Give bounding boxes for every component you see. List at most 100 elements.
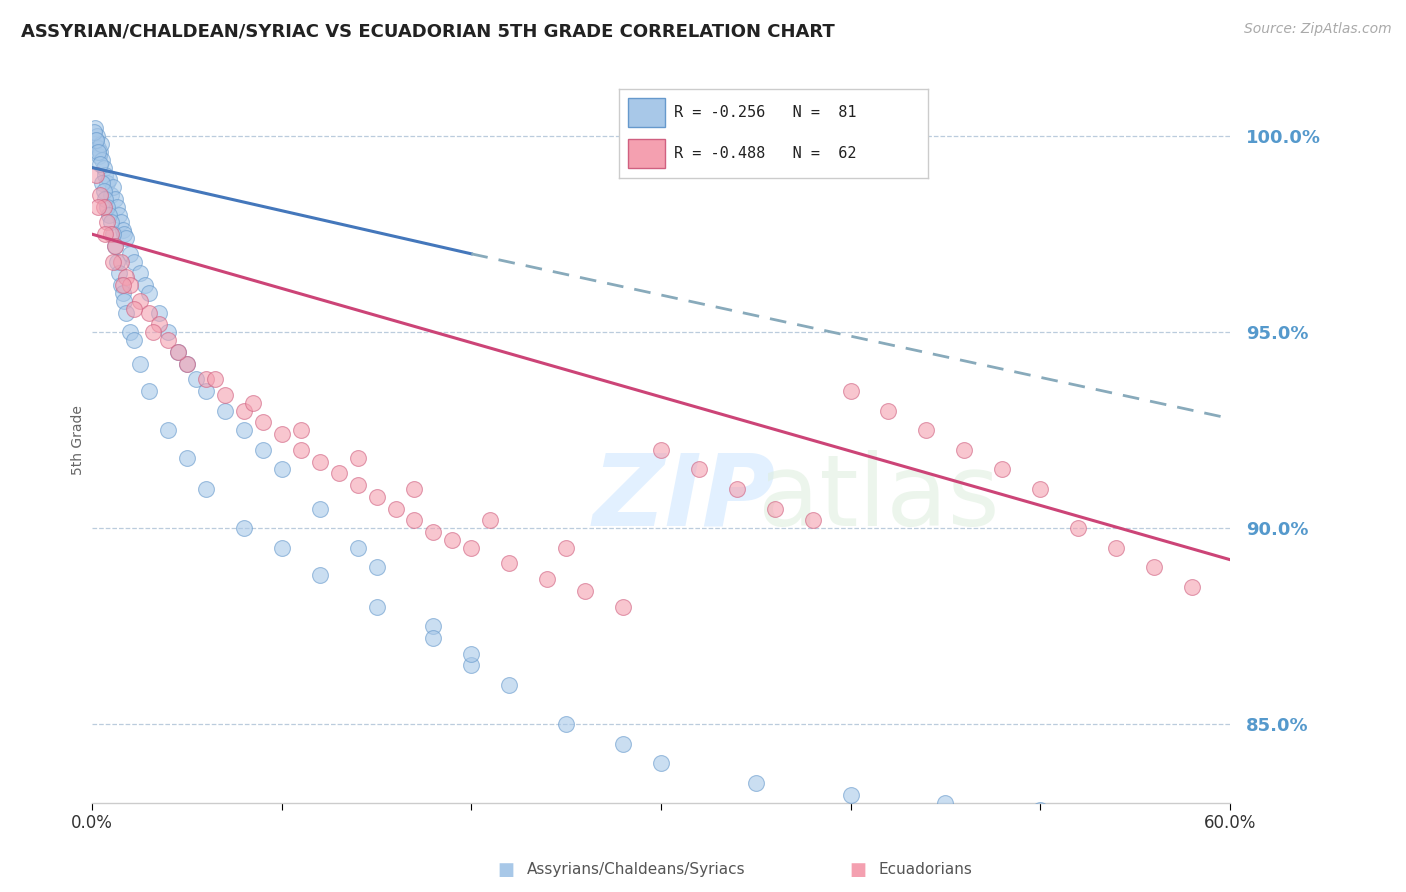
Point	[194, 372, 217, 386]
Point	[953, 442, 976, 457]
Point	[90, 176, 112, 190]
Text: R = -0.488   N =  62: R = -0.488 N = 62	[675, 146, 856, 161]
Point	[991, 462, 1014, 476]
Point	[93, 184, 115, 198]
Point	[98, 208, 121, 222]
Point	[86, 129, 108, 144]
Point	[101, 227, 124, 242]
Point	[111, 223, 134, 237]
Point	[612, 737, 634, 751]
Point	[232, 423, 254, 437]
Point	[93, 161, 115, 175]
Point	[96, 215, 118, 229]
Text: ZIP: ZIP	[593, 450, 776, 547]
Point	[112, 227, 135, 242]
Point	[839, 788, 862, 802]
Point	[166, 344, 188, 359]
Point	[104, 239, 127, 253]
Text: ■: ■	[849, 861, 866, 879]
Point	[138, 384, 160, 398]
Point	[94, 227, 117, 242]
Point	[104, 192, 127, 206]
Point	[83, 137, 105, 152]
Point	[1067, 521, 1090, 535]
Point	[915, 423, 938, 437]
Point	[138, 286, 160, 301]
Point	[555, 541, 578, 555]
Point	[93, 200, 115, 214]
Point	[479, 513, 502, 527]
Text: Assyrians/Chaldeans/Syriacs: Assyrians/Chaldeans/Syriacs	[527, 863, 745, 877]
Y-axis label: 5th Grade: 5th Grade	[72, 405, 86, 475]
Point	[100, 227, 122, 242]
Point	[176, 357, 198, 371]
Point	[122, 333, 145, 347]
Point	[536, 572, 558, 586]
Point	[574, 583, 596, 598]
Point	[763, 501, 786, 516]
Point	[422, 525, 444, 540]
Point	[90, 153, 112, 167]
Text: R = -0.256   N =  81: R = -0.256 N = 81	[675, 105, 856, 120]
Point	[87, 141, 110, 155]
Point	[555, 717, 578, 731]
Point	[328, 467, 350, 481]
Point	[650, 756, 672, 771]
Point	[688, 462, 710, 476]
Point	[725, 482, 748, 496]
Point	[128, 267, 150, 281]
Bar	[628, 139, 665, 168]
Point	[120, 278, 142, 293]
Point	[384, 501, 406, 516]
Point	[111, 278, 134, 293]
Point	[96, 200, 118, 214]
Point	[214, 388, 236, 402]
Point	[89, 156, 111, 170]
Point	[404, 513, 426, 527]
Point	[404, 482, 426, 496]
Point	[270, 427, 292, 442]
Point	[94, 169, 117, 183]
Point	[498, 678, 520, 692]
Point	[89, 188, 111, 202]
Point	[120, 247, 142, 261]
Point	[242, 396, 264, 410]
Point	[87, 200, 110, 214]
Point	[308, 568, 330, 582]
Point	[120, 325, 142, 339]
Text: Ecuadorians: Ecuadorians	[879, 863, 973, 877]
Point	[122, 254, 145, 268]
Point	[134, 278, 156, 293]
Point	[612, 599, 634, 614]
Point	[104, 239, 127, 253]
Text: atlas: atlas	[758, 450, 1000, 547]
Point	[270, 462, 292, 476]
Point	[1181, 580, 1204, 594]
Point	[498, 557, 520, 571]
Point	[84, 169, 107, 183]
Point	[107, 267, 129, 281]
Point	[87, 149, 110, 163]
Point	[101, 180, 124, 194]
Point	[194, 384, 217, 398]
Point	[90, 137, 112, 152]
Point	[186, 372, 208, 386]
Point	[232, 521, 254, 535]
Point	[1143, 560, 1166, 574]
Point	[290, 442, 312, 457]
Point	[166, 344, 188, 359]
Point	[460, 658, 482, 673]
Point	[346, 450, 368, 465]
Point	[252, 416, 274, 430]
Point	[98, 172, 121, 186]
Point	[460, 541, 482, 555]
Point	[157, 325, 180, 339]
Point	[745, 776, 768, 790]
Point	[366, 560, 388, 574]
Point	[142, 325, 165, 339]
Point	[110, 215, 132, 229]
Point	[422, 619, 444, 633]
Point	[105, 200, 128, 214]
Point	[801, 513, 824, 527]
Point	[157, 333, 180, 347]
